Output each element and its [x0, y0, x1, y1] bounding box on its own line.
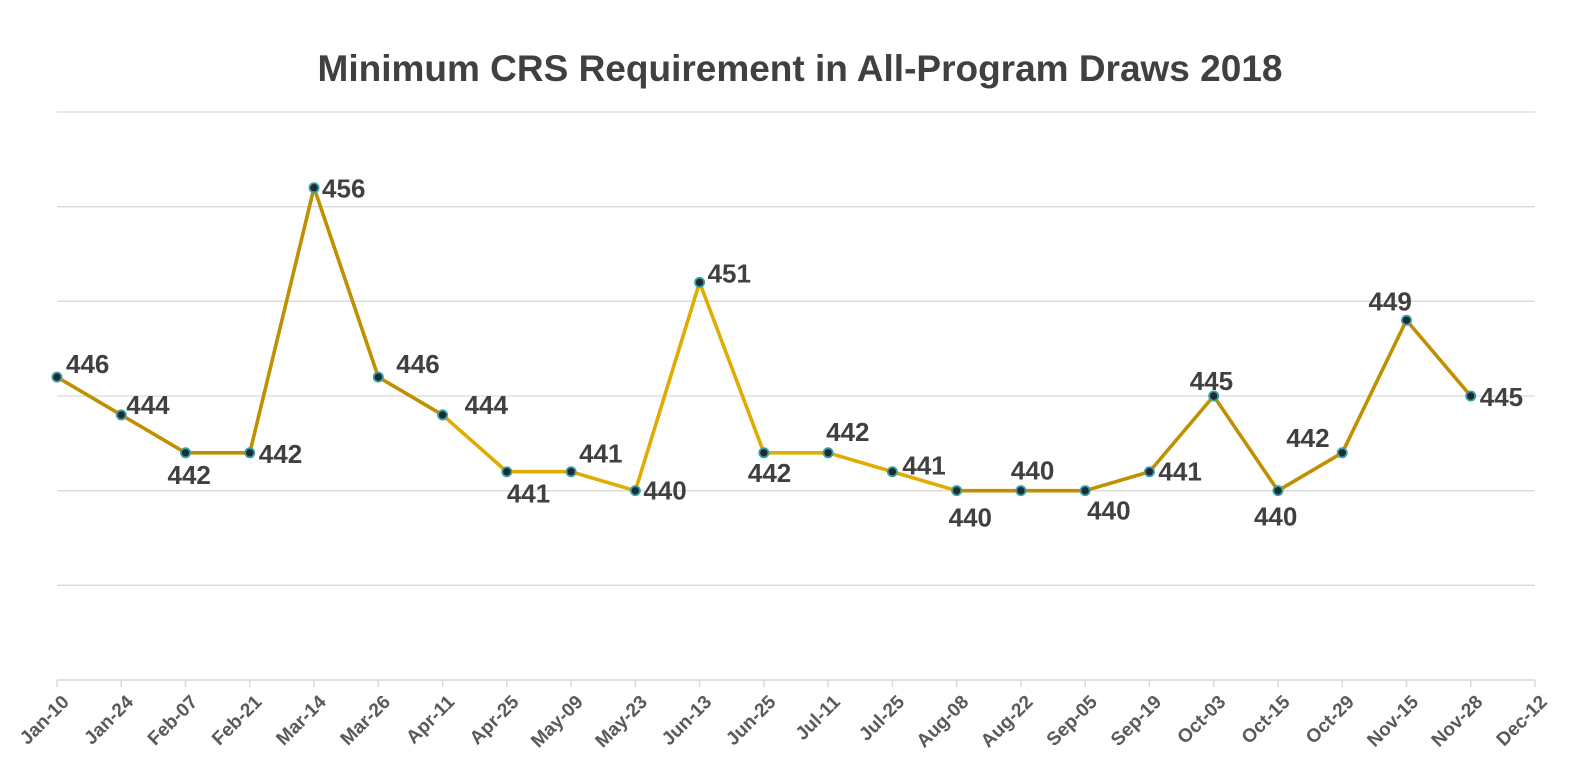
data-label: 445 [1480, 382, 1523, 412]
line-segment [1083, 469, 1152, 493]
line-segment [633, 280, 702, 493]
x-tick-label: Jul-25 [855, 691, 909, 745]
series-line [55, 185, 1473, 493]
x-tick-label: Nov-15 [1363, 691, 1423, 751]
data-label: 441 [579, 439, 622, 469]
line-segment [569, 469, 638, 493]
line-segment [1340, 318, 1409, 455]
series-markers [51, 182, 1477, 497]
data-point [1015, 485, 1027, 497]
x-tick-label: Aug-22 [977, 692, 1037, 752]
line-segment [826, 450, 895, 474]
x-tick-label: Feb-07 [144, 692, 202, 750]
data-point [1336, 447, 1348, 459]
data-label: 441 [902, 451, 945, 481]
line-segment [440, 413, 509, 474]
x-tick-label: Oct-15 [1238, 691, 1295, 748]
data-point [1208, 390, 1220, 402]
data-label: 440 [949, 503, 992, 533]
x-tick-label: Sep-05 [1043, 691, 1102, 750]
data-point [694, 276, 706, 288]
gridlines [57, 111, 1535, 586]
data-point [886, 466, 898, 478]
line-segment [1276, 450, 1345, 493]
x-tick-label: May-23 [592, 692, 652, 752]
data-label: 440 [643, 476, 686, 506]
data-label: 446 [396, 349, 439, 379]
x-tick-label: Jun-25 [722, 691, 780, 749]
line-segment [1211, 394, 1280, 493]
line-segment [119, 413, 188, 455]
x-tick-label: Nov-28 [1428, 692, 1488, 752]
data-point [758, 447, 770, 459]
x-tick-label: Aug-08 [913, 692, 973, 752]
data-label: 445 [1190, 366, 1233, 396]
line-segment [1404, 318, 1473, 398]
x-tick-label: Oct-03 [1174, 692, 1231, 749]
data-label: 440 [1087, 496, 1130, 526]
data-label: 442 [168, 460, 211, 490]
data-point [1272, 485, 1284, 497]
line-segment [247, 185, 316, 455]
data-label: 442 [748, 458, 791, 488]
x-tick-label: Jul-11 [792, 691, 845, 744]
data-point [501, 466, 513, 478]
x-tick-label: Oct-29 [1302, 692, 1359, 749]
x-tick-label: Apr-25 [466, 691, 524, 749]
data-point [115, 409, 127, 421]
data-point [565, 466, 577, 478]
chart-title: Minimum CRS Requirement in All-Program D… [318, 48, 1283, 89]
line-segment [312, 185, 381, 379]
data-point [1079, 485, 1091, 497]
data-point [629, 485, 641, 497]
data-label: 441 [507, 479, 550, 509]
x-tick-label: Sep-19 [1107, 692, 1166, 751]
data-label: 442 [826, 417, 869, 447]
x-tick-label: Mar-26 [337, 692, 395, 750]
data-point [1465, 390, 1477, 402]
data-point [308, 182, 320, 194]
data-point [244, 447, 256, 459]
data-point [1143, 466, 1155, 478]
data-point [51, 371, 63, 383]
data-label: 446 [66, 349, 109, 379]
data-label: 442 [1286, 423, 1329, 453]
data-point [180, 447, 192, 459]
x-tick-label: May-09 [527, 692, 587, 752]
x-tick-label: Mar-14 [272, 691, 330, 749]
data-point [437, 409, 449, 421]
line-segment [1147, 394, 1216, 474]
x-tick-label: Jan-24 [80, 691, 138, 749]
data-label: 441 [1158, 457, 1201, 487]
line-segment [376, 375, 445, 417]
data-point [372, 371, 384, 383]
data-label: 440 [1011, 456, 1054, 486]
data-label: 444 [465, 390, 509, 420]
data-point [822, 447, 834, 459]
x-tick-label: Jan-10 [16, 692, 73, 749]
data-label: 444 [126, 390, 170, 420]
x-tick-label: Dec-12 [1493, 692, 1552, 751]
line-segment [890, 469, 959, 493]
data-label: 442 [259, 439, 302, 469]
x-tick-labels: Jan-10 Jan-24 Feb-07 Feb-21 Mar-14 Mar-26 Apr-… [16, 691, 1551, 752]
line-segment [697, 280, 766, 455]
x-tick-label: Jun-13 [658, 692, 716, 750]
data-labels: 4464444424424564464444414414404514424424… [66, 174, 1523, 533]
data-label: 449 [1368, 286, 1411, 316]
x-axis [56, 679, 1536, 687]
data-label: 440 [1254, 502, 1297, 532]
data-point [951, 485, 963, 497]
x-tick-label: Apr-11 [402, 691, 459, 748]
data-label: 451 [708, 258, 751, 288]
x-tick-label: Feb-21 [208, 691, 266, 749]
data-point [1400, 314, 1412, 326]
data-label: 456 [322, 174, 365, 204]
line-segment [55, 375, 124, 417]
